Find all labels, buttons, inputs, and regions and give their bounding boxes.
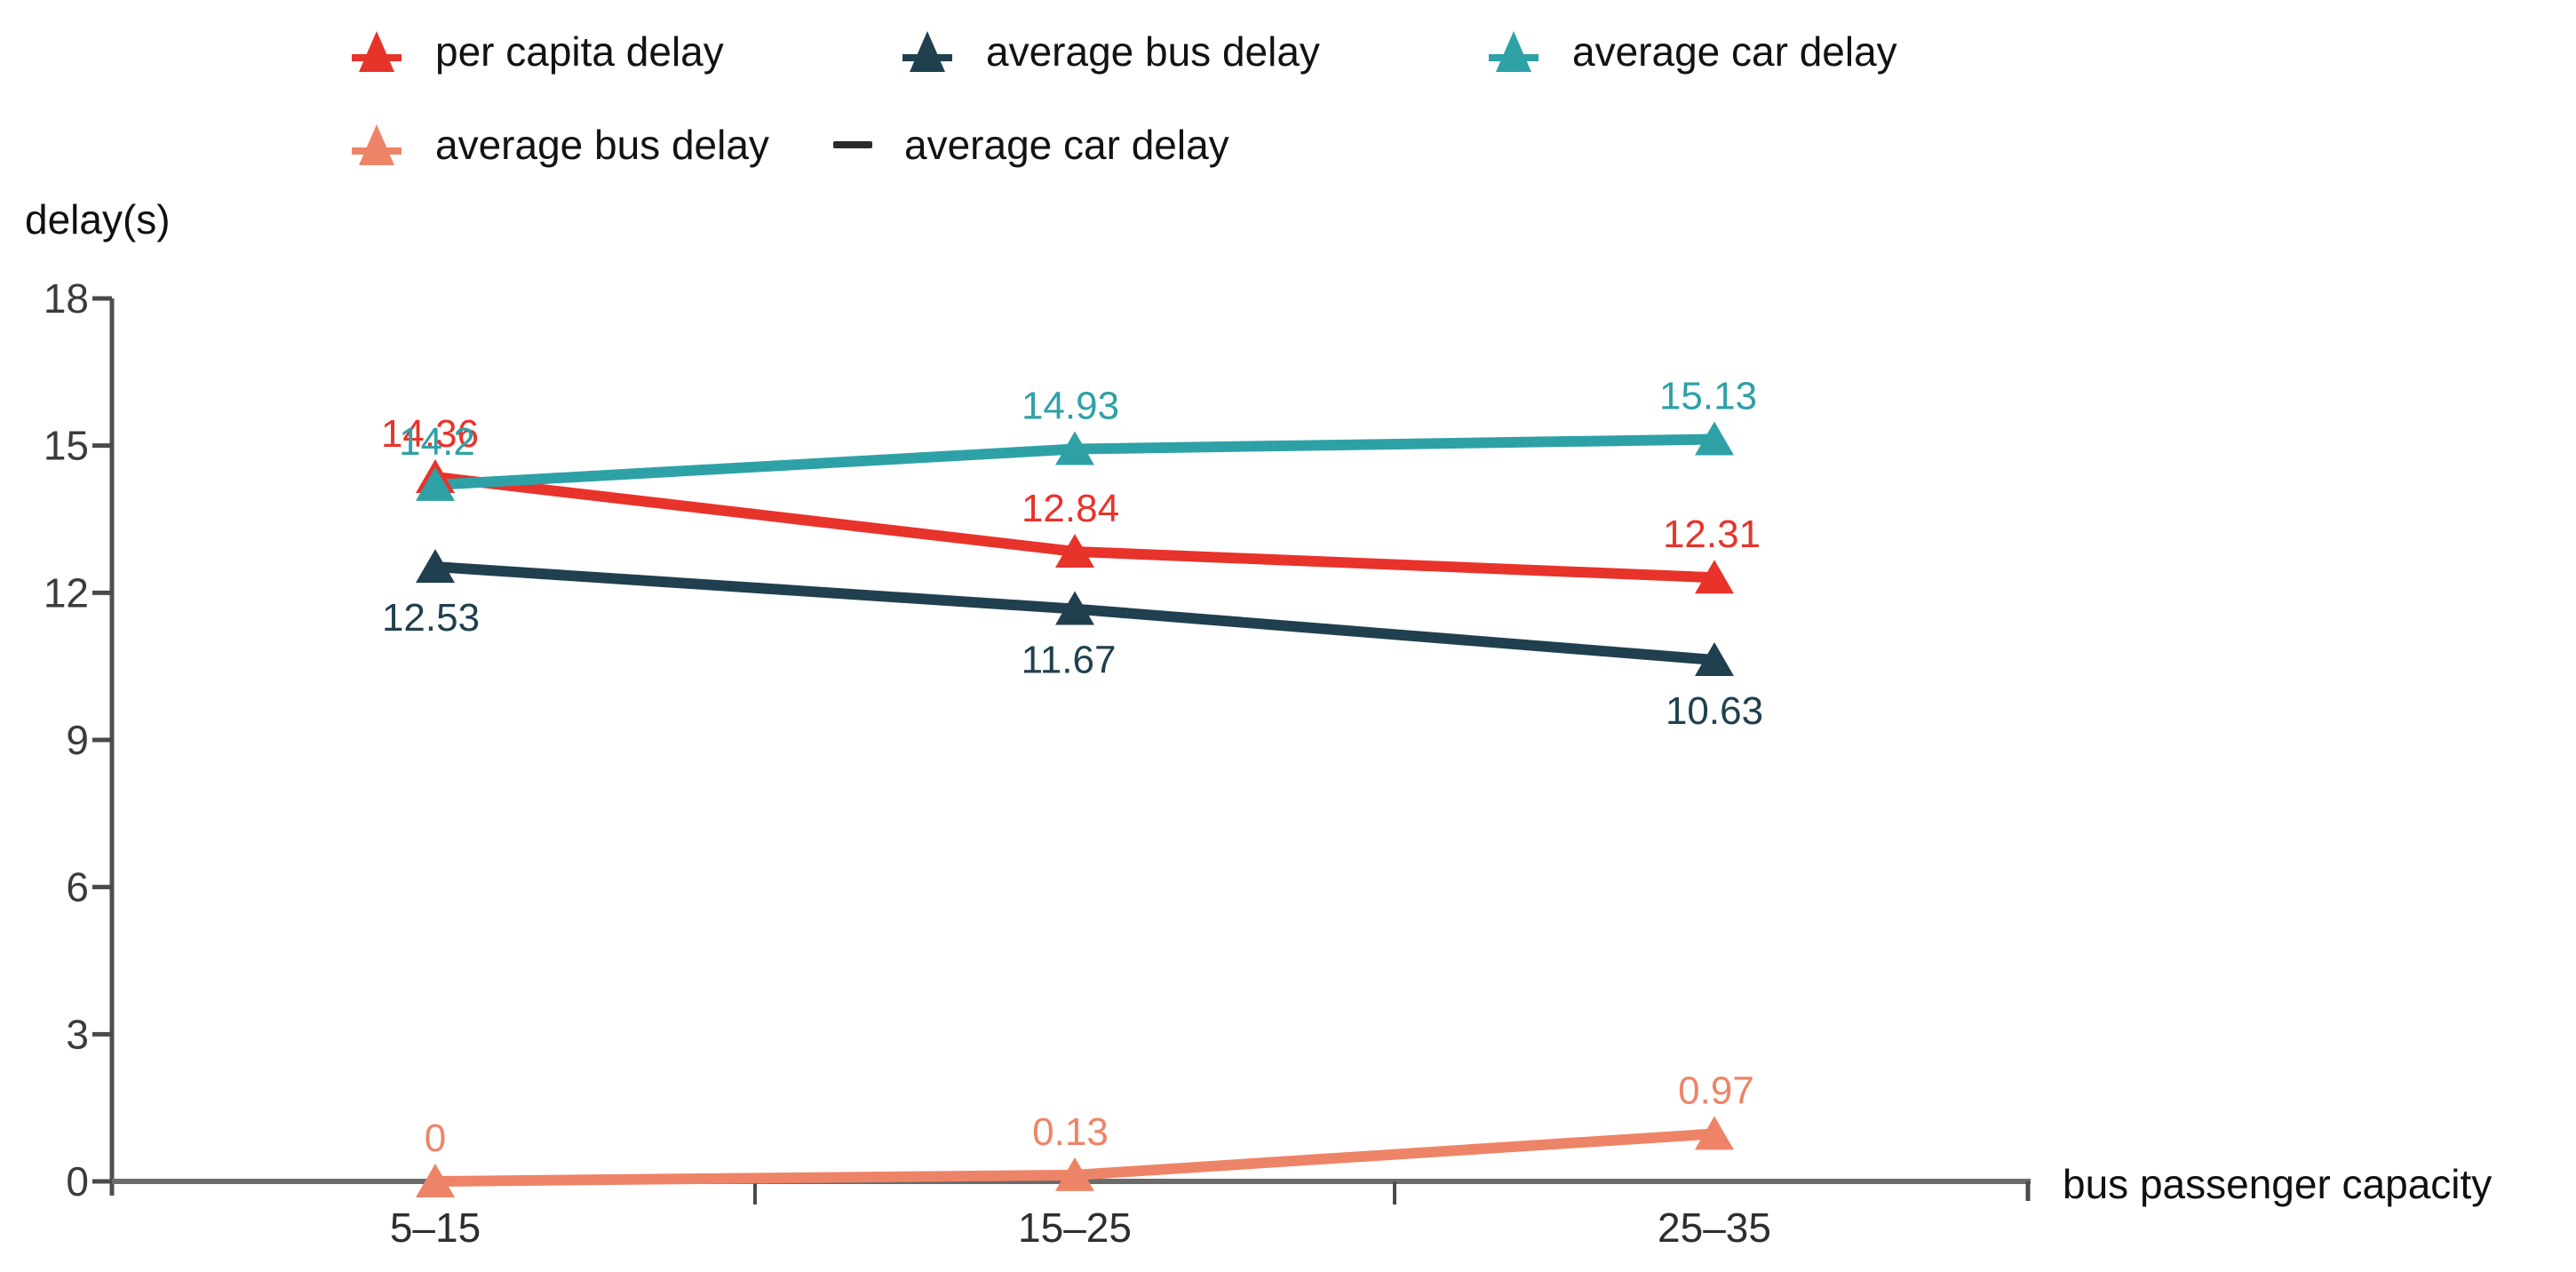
average-car-delay-triangle-icon bbox=[1489, 27, 1538, 76]
legend-label: average bus delay bbox=[435, 122, 769, 168]
data-point-marker-s1-p2 bbox=[1695, 641, 1734, 676]
legend-label: average bus delay bbox=[986, 28, 1320, 75]
data-point-marker-s2-p1 bbox=[1055, 431, 1094, 465]
legend-item-per-capita-delay: per capita delay bbox=[352, 27, 724, 76]
data-point-marker-s2-p2 bbox=[1695, 421, 1734, 456]
salmon-triangle-icon bbox=[352, 120, 402, 170]
y-tick-label: 3 bbox=[66, 1011, 89, 1057]
y-tick-label: 6 bbox=[66, 864, 89, 910]
x-category-label: 25–35 bbox=[1658, 1204, 1771, 1251]
data-label-s0-p1: 12.84 bbox=[1022, 487, 1119, 530]
legend-label: average car delay bbox=[1572, 28, 1897, 75]
data-point-marker-s3-p1 bbox=[1055, 1157, 1094, 1191]
average-bus-delay-triangle-icon bbox=[902, 27, 952, 76]
y-tick-label: 18 bbox=[44, 275, 89, 322]
data-point-marker-s1-p0 bbox=[416, 549, 455, 584]
data-point-marker-s2-p0 bbox=[416, 466, 455, 501]
data-point-marker-s3-p0 bbox=[416, 1164, 455, 1197]
data-label-s1-p0: 12.53 bbox=[382, 596, 480, 640]
data-label-s1-p2: 10.63 bbox=[1666, 689, 1763, 733]
y-axis-title: delay(s) bbox=[25, 196, 171, 242]
per-capita-delay-triangle-icon bbox=[352, 27, 402, 76]
data-label-s2-p0: 14.2 bbox=[399, 420, 475, 464]
legend-label-average-car-delay: average car delay bbox=[904, 122, 1229, 168]
x-category-label: 5–15 bbox=[390, 1204, 481, 1251]
y-tick-label: 15 bbox=[44, 423, 89, 469]
data-point-marker-s1-p1 bbox=[1055, 591, 1094, 625]
x-category-label: 15–25 bbox=[1018, 1204, 1132, 1251]
data-label-s0-p2: 12.31 bbox=[1663, 513, 1761, 556]
data-point-marker-s0-p1 bbox=[1055, 533, 1094, 568]
data-label-s3-p2: 0.97 bbox=[1678, 1069, 1754, 1112]
legend-label: per capita delay bbox=[435, 28, 724, 75]
data-label-s3-p0: 0 bbox=[425, 1117, 446, 1160]
y-tick-label: 12 bbox=[44, 569, 89, 616]
legend-item-bus-minus-car-delay: average bus delay bbox=[352, 120, 769, 170]
y-tick-label: 9 bbox=[66, 717, 89, 763]
data-label-s0-p0: 14.36 bbox=[381, 412, 479, 456]
legend-item-average-bus-delay: average bus delay bbox=[902, 27, 1320, 76]
data-point-marker-s3-p2 bbox=[1695, 1116, 1734, 1150]
legend-item-average-car-delay: average car delay bbox=[1489, 27, 1897, 76]
y-tick-label: 0 bbox=[66, 1158, 89, 1204]
dash-icon bbox=[833, 141, 872, 148]
data-label-s2-p1: 14.93 bbox=[1022, 385, 1119, 428]
data-label-s1-p1: 11.67 bbox=[1022, 639, 1117, 682]
data-point-marker-s0-p2 bbox=[1695, 560, 1734, 594]
data-label-s2-p2: 15.13 bbox=[1659, 374, 1757, 417]
x-axis-title: bus passenger capacity bbox=[2063, 1161, 2493, 1207]
data-label-s3-p1: 0.13 bbox=[1032, 1110, 1109, 1154]
